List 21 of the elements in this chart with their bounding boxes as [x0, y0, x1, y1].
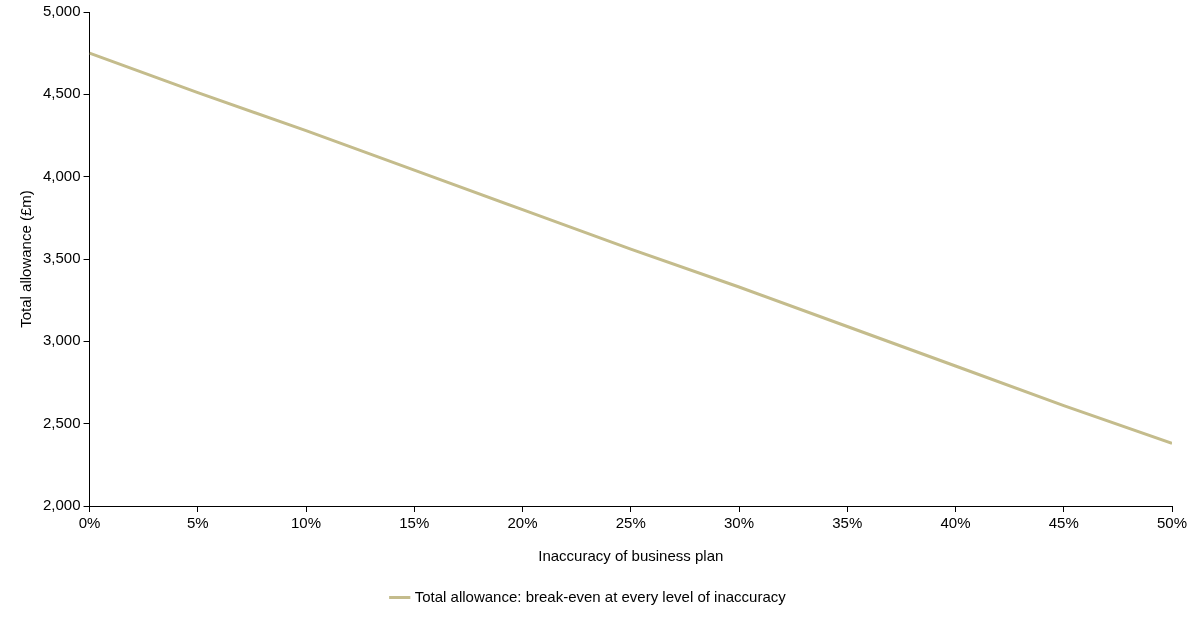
y-tick-label: 2,500 [42, 413, 81, 431]
x-tick-label: 0% [78, 514, 101, 532]
x-tick-label: 25% [615, 514, 646, 532]
legend-label: Total allowance: break-even at every level of inaccuracy [414, 587, 787, 605]
x-tick-label: 5% [186, 514, 209, 532]
x-tick-label: 45% [1048, 514, 1079, 532]
x-tick-label: 30% [724, 514, 755, 532]
x-tick-label: 35% [832, 514, 863, 532]
x-tick-label: 15% [399, 514, 430, 532]
y-tick-label: 4,000 [42, 166, 81, 184]
y-tick-label: 4,500 [42, 84, 81, 102]
x-tick-label: 50% [1156, 514, 1188, 532]
y-axis-title: Total allowance (£m) [17, 190, 35, 328]
x-tick-label: 20% [507, 514, 538, 532]
x-tick-label: 40% [940, 514, 971, 532]
x-axis-title: Inaccuracy of business plan [538, 547, 724, 565]
x-tick-label: 10% [291, 514, 322, 532]
y-tick-label: 3,000 [42, 331, 81, 349]
y-tick-label: 5,000 [42, 2, 81, 20]
y-tick-label: 2,000 [42, 496, 81, 514]
y-tick-label: 3,500 [42, 249, 81, 267]
